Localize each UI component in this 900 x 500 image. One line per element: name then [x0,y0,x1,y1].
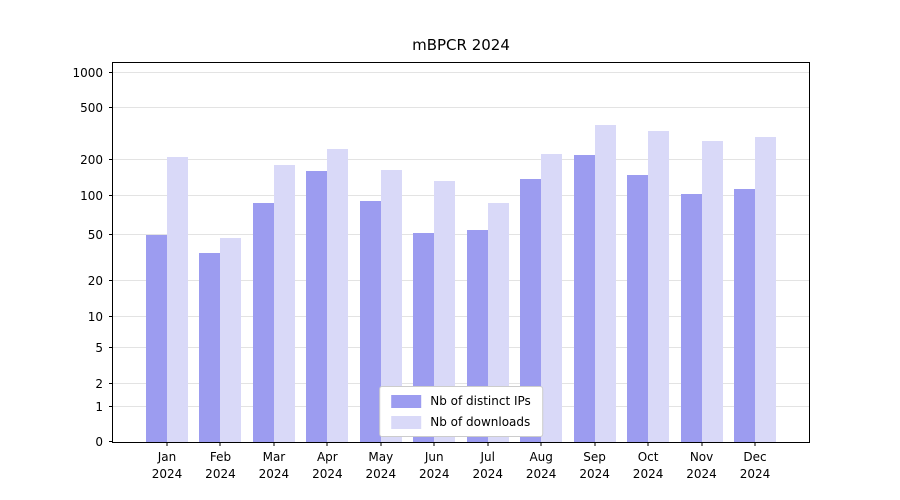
bar-downloads-dec [755,136,776,442]
y-tick-mark [109,279,113,281]
y-tick-mark [109,158,113,160]
y-tick-mark [109,315,113,317]
gridline [113,234,809,236]
x-tick-mark [701,442,703,446]
x-tick-label: Sep 2024 [579,450,610,482]
bar-downloads-sep [594,124,616,442]
bar-distinct-ips-oct [627,174,649,442]
y-tick-label: 200 [80,152,103,167]
gridline [113,106,809,108]
y-tick-mark [109,195,113,197]
bar-distinct-ips-sep [573,155,595,442]
bar-distinct-ips-mar [252,203,274,442]
x-tick-mark [273,442,275,446]
legend-label-distinct-ips: Nb of distinct IPs [430,394,531,408]
bar-downloads-nov [701,140,723,442]
x-tick-mark [594,442,596,446]
legend-item-distinct-ips: Nb of distinct IPs [391,394,531,408]
x-tick-label: Feb 2024 [205,450,236,482]
x-tick-mark [219,442,221,446]
legend-swatch-distinct-ips [391,394,422,408]
bar-downloads-jan [167,156,188,442]
y-tick-mark [109,106,113,108]
y-tick-mark [109,441,113,442]
y-tick-mark [109,234,113,236]
bar-downloads-jul [487,203,509,442]
gridline [113,383,809,385]
y-tick-label: 20 [87,273,103,288]
bar-downloads-jun [434,181,456,442]
y-tick-label: 50 [87,228,103,243]
x-tick-label: Mar 2024 [258,450,290,482]
x-tick-mark [647,442,649,446]
bar-distinct-ips-aug [520,179,542,442]
y-tick-mark [109,406,113,408]
x-tick-label: Jun 2024 [418,450,450,482]
x-tick-mark [166,442,168,446]
x-tick-label: Oct 2024 [632,450,664,482]
x-tick-mark [754,442,756,446]
x-tick-label: Dec 2024 [739,450,771,482]
bar-distinct-ips-apr [306,171,328,442]
x-tick-label: Nov 2024 [686,450,717,482]
bar-distinct-ips-nov [680,193,702,442]
y-tick-label: 5 [95,340,103,355]
legend-item-downloads: Nb of downloads [391,415,531,429]
gridline [113,315,809,317]
bar-downloads-oct [648,131,670,442]
y-tick-label: 0 [95,435,103,449]
x-tick-label: Apr 2024 [312,450,343,482]
y-tick-label: 100 [80,189,103,204]
x-tick-mark [487,442,489,446]
bar-downloads-mar [273,165,295,442]
gridline [113,158,809,160]
x-tick-label: May 2024 [365,450,397,482]
legend: Nb of distinct IPs Nb of downloads [379,386,543,437]
x-tick-mark [433,442,435,446]
y-tick-label: 1 [95,400,103,415]
y-tick-label: 1000 [72,65,103,80]
bar-distinct-ips-feb [199,252,221,442]
y-tick-label: 500 [80,100,103,115]
plot-area: 0 1 2 5 10 20 50 100 200 500 1000 Jan 2024 Feb 2024 Mar… [72,62,810,481]
chart-title: mBPCR 2024 [412,36,510,54]
y-tick-mark [109,71,113,73]
y-tick-mark [109,346,113,348]
bar-downloads-may [380,169,402,442]
gridline [113,71,809,73]
y-tick-label: 2 [95,377,103,392]
bar-downloads-feb [220,238,242,442]
gridline [113,346,809,348]
legend-swatch-downloads [391,415,422,429]
x-tick-label: Aug 2024 [525,450,557,482]
x-tick-label: Jan 2024 [151,450,183,482]
bar-distinct-ips-jan [146,235,167,442]
x-tick-mark [540,442,542,446]
gridline [113,195,809,197]
bar-distinct-ips-may [359,200,381,442]
bar-distinct-ips-dec [734,188,755,442]
x-tick-mark [326,442,328,446]
x-tick-mark [380,442,382,446]
legend-label-downloads: Nb of downloads [430,415,531,429]
bar-downloads-aug [541,154,563,442]
bar-downloads-apr [327,149,349,442]
gridline [113,279,809,281]
x-tick-label: Jul 2024 [472,450,503,482]
y-tick-label: 10 [87,309,103,324]
y-tick-mark [109,383,113,385]
